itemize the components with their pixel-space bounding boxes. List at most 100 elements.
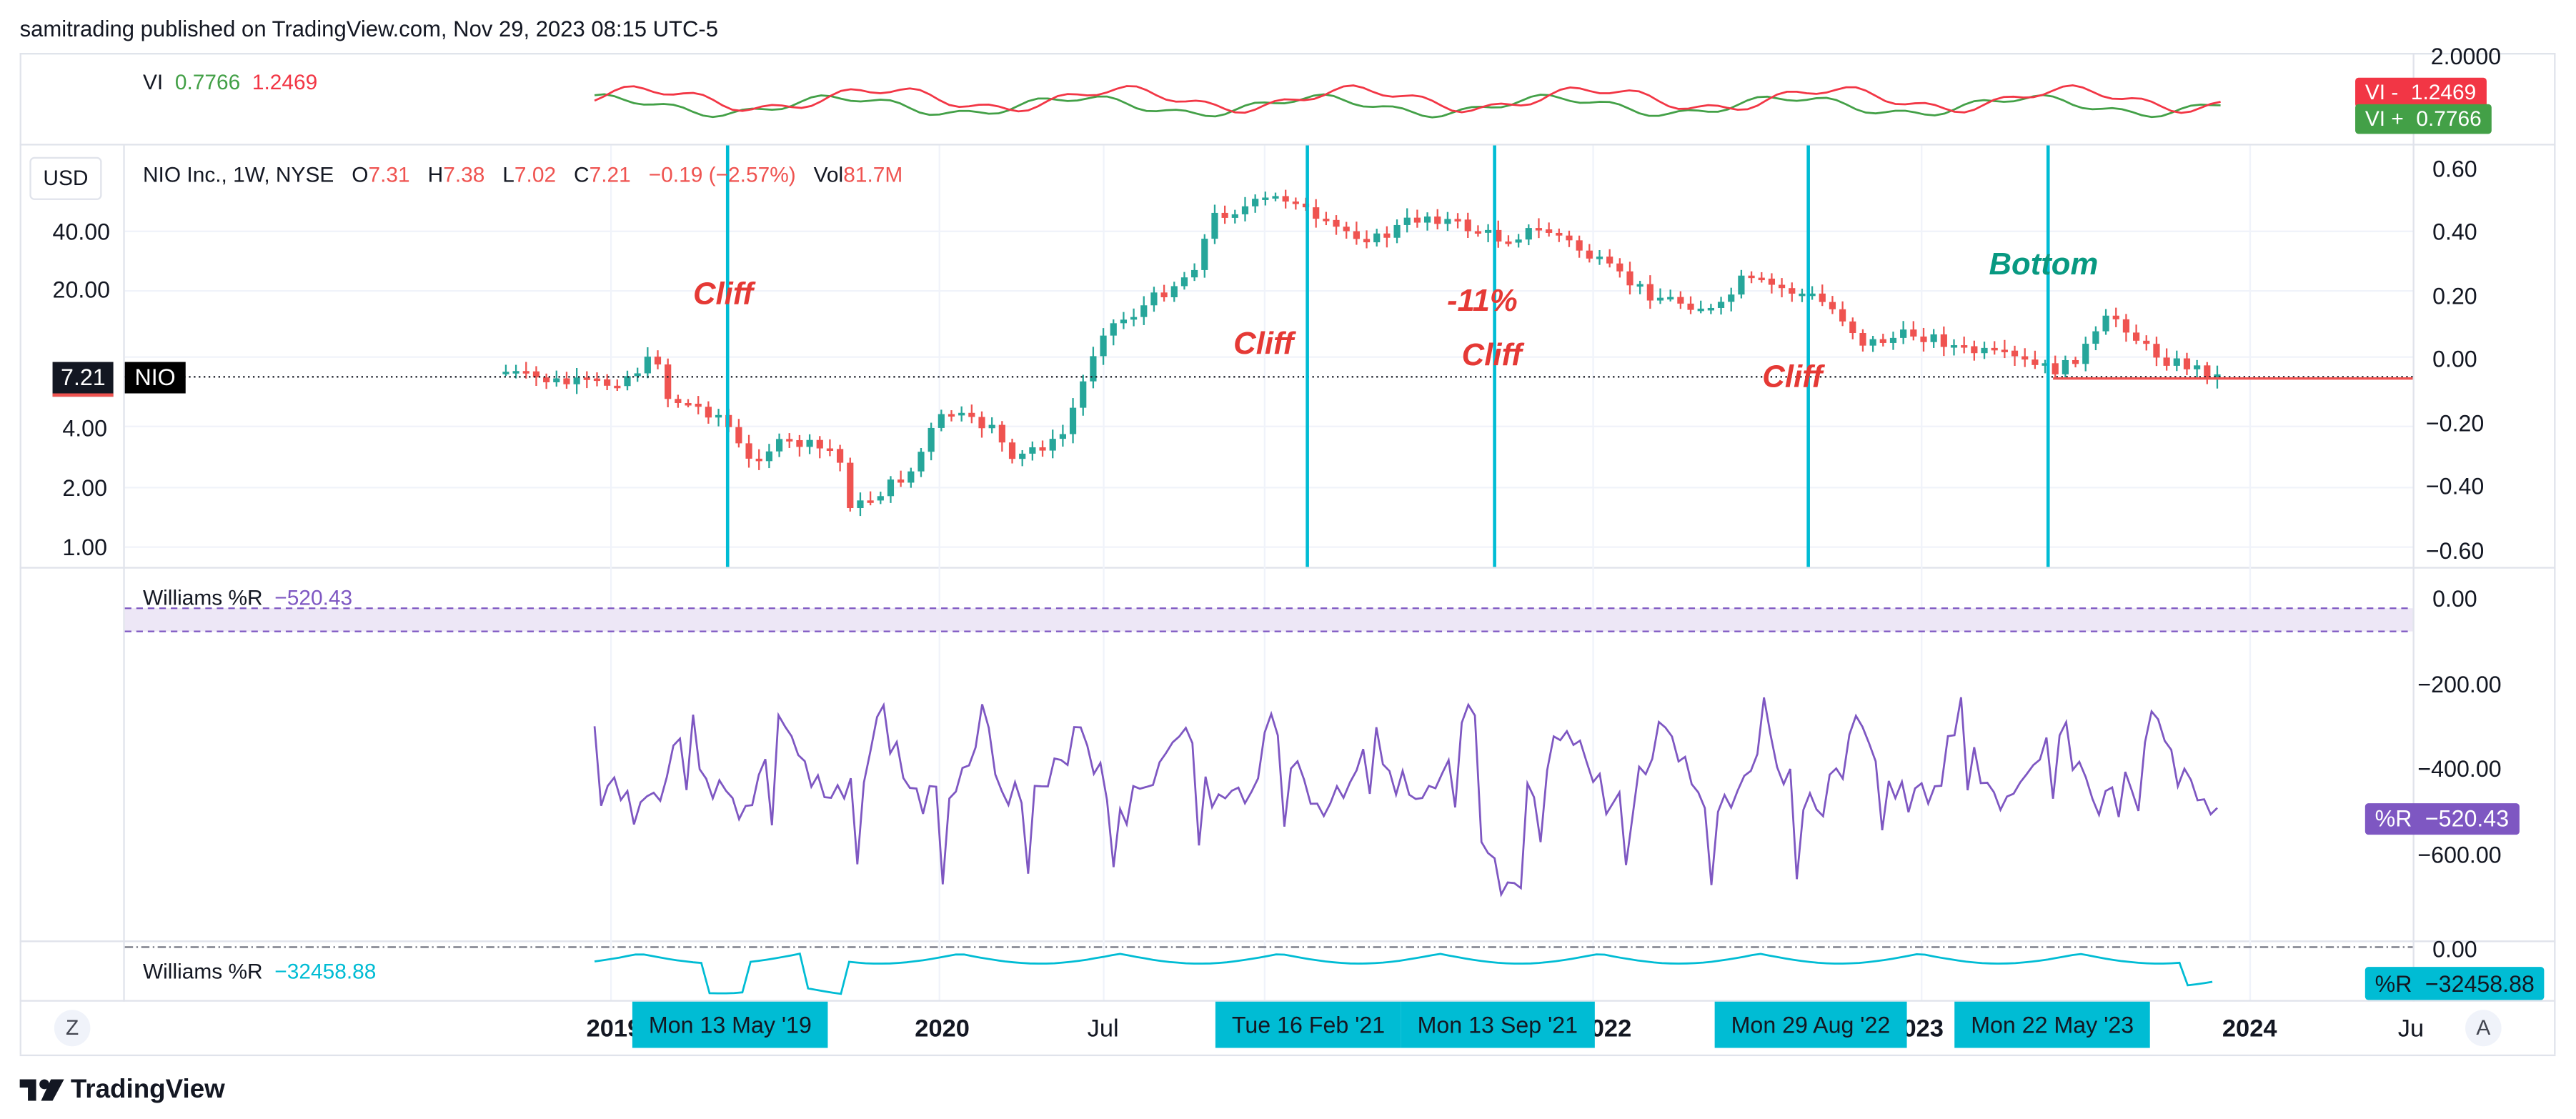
candle-body [2143, 340, 2150, 344]
candle-body [1272, 196, 1279, 199]
candle-body [1039, 447, 1046, 451]
candle-body [2133, 332, 2140, 341]
candle-body [1940, 334, 1947, 347]
candle-body [948, 414, 955, 417]
candle-body [2102, 315, 2109, 332]
annotation-cliff-4[interactable]: Cliff [1762, 360, 1823, 395]
auto-scale-button[interactable]: A [2465, 1010, 2502, 1047]
candle-body [806, 439, 813, 447]
candle-body [755, 458, 762, 462]
candle-body [2214, 374, 2221, 379]
candle-body [2092, 331, 2099, 344]
wr2-name: Williams %R [142, 958, 263, 984]
candle-body [978, 417, 985, 429]
candle-body [2122, 319, 2130, 333]
candle-body [1697, 308, 1704, 312]
wr-value: −520.43 [274, 585, 353, 610]
candle-body [553, 378, 560, 382]
date-tag: Mon 29 Aug '22 [1714, 1001, 1907, 1048]
candle-body [715, 414, 722, 418]
candle-body [2072, 359, 2079, 364]
tradingview-logo[interactable]: TradingView [19, 1076, 225, 1106]
candle-body [745, 443, 752, 459]
candle-body [1636, 284, 1643, 287]
vi-minus-tag-label: VI - [2364, 79, 2405, 104]
time-axis-label: 2024 [2222, 1015, 2277, 1043]
frame-right [2554, 53, 2556, 1055]
candle-body [1180, 277, 1188, 287]
candle-body [1383, 233, 1391, 238]
candle-body [654, 357, 662, 365]
vi-plus-tag-label: VI + [2364, 106, 2410, 131]
candle-body [2001, 349, 2008, 352]
candle-body [1717, 302, 1725, 308]
annotation-cliff-2[interactable]: Cliff [1233, 327, 1294, 362]
wr-scale-label: 0.00 [2432, 585, 2477, 612]
candle-body [1485, 229, 1492, 233]
candle-body [2062, 359, 2069, 374]
candle-body [1566, 235, 1573, 241]
candle-body [1616, 263, 1623, 272]
candle-body [2052, 363, 2059, 374]
volume-label: Vol [813, 161, 844, 187]
candle-body [1809, 293, 1816, 297]
vi-minus-tag-value: 1.2469 [2410, 79, 2477, 104]
candle-body [1373, 233, 1381, 243]
candle-body [2204, 365, 2211, 379]
annotation-cliff-3[interactable]: Cliff [1461, 339, 1522, 374]
candle-body [1110, 323, 1117, 336]
vi-plus-line [594, 93, 2221, 119]
candle-body [1292, 202, 1299, 204]
candle-body [583, 377, 590, 380]
date-tag: Mon 22 May '23 [1954, 1001, 2151, 1048]
candle-body [1677, 297, 1684, 304]
vi-plus-tag: VI + 0.7766 [2355, 104, 2492, 134]
candle-body [1282, 196, 1289, 202]
annotation-bottom[interactable]: Bottom [1989, 247, 2099, 283]
candle-body [1008, 442, 1016, 459]
wr2-legend[interactable]: Williams %R −32458.88 [143, 959, 376, 984]
time-axis-label: Jul [1087, 1015, 1119, 1043]
currency-button[interactable]: USD [29, 156, 102, 200]
candle-body [1576, 240, 1583, 251]
candle-body [1211, 212, 1218, 239]
wr-scale-label: −400.00 [2417, 755, 2502, 782]
date-tag: Mon 13 May '19 [632, 1001, 828, 1048]
candle-body [1515, 239, 1522, 243]
candle-body [2153, 344, 2160, 358]
candle-body [1201, 239, 1208, 270]
candle-body [1252, 199, 1259, 207]
annotation-minus-11[interactable]: -11% [1446, 284, 1518, 319]
candle-body [522, 371, 529, 374]
candle-body [1546, 229, 1553, 233]
symbol-name: NIO Inc., 1W, NYSE [142, 161, 334, 187]
candle-body [2021, 356, 2029, 360]
wr-legend[interactable]: Williams %R −520.43 [143, 585, 352, 610]
candle-body [1393, 224, 1401, 238]
symbol-legend[interactable]: NIO Inc., 1W, NYSE O7.31 H7.38 L7.02 C7.… [143, 162, 902, 187]
candle-body [867, 500, 874, 503]
candle-body [1789, 288, 1796, 294]
candle-body [826, 448, 834, 452]
candle-body [1900, 329, 1907, 338]
vi-legend[interactable]: VI 0.7766 1.2469 [143, 69, 317, 94]
candle-body [644, 357, 651, 374]
candle-body [1090, 356, 1097, 382]
wr2-scale-top: 0.00 [2432, 935, 2477, 963]
wr2-tag-label: %R [2374, 970, 2412, 997]
right-scale-label: 0.60 [2432, 155, 2477, 182]
candle-body [988, 424, 995, 429]
candle-body [614, 385, 621, 389]
wr-band [124, 608, 2413, 632]
candle-body [705, 407, 712, 418]
annotation-cliff-1[interactable]: Cliff [692, 277, 754, 313]
wr-scale-label: −200.00 [2417, 671, 2502, 698]
candle-body [735, 427, 742, 444]
price-scale-border [2412, 53, 2415, 1002]
candle-body [1353, 231, 1360, 239]
candle-body [796, 439, 803, 447]
time-axis-label: Ju [2397, 1015, 2425, 1043]
timezone-button[interactable]: Z [54, 1010, 91, 1047]
candle-body [1819, 293, 1826, 302]
